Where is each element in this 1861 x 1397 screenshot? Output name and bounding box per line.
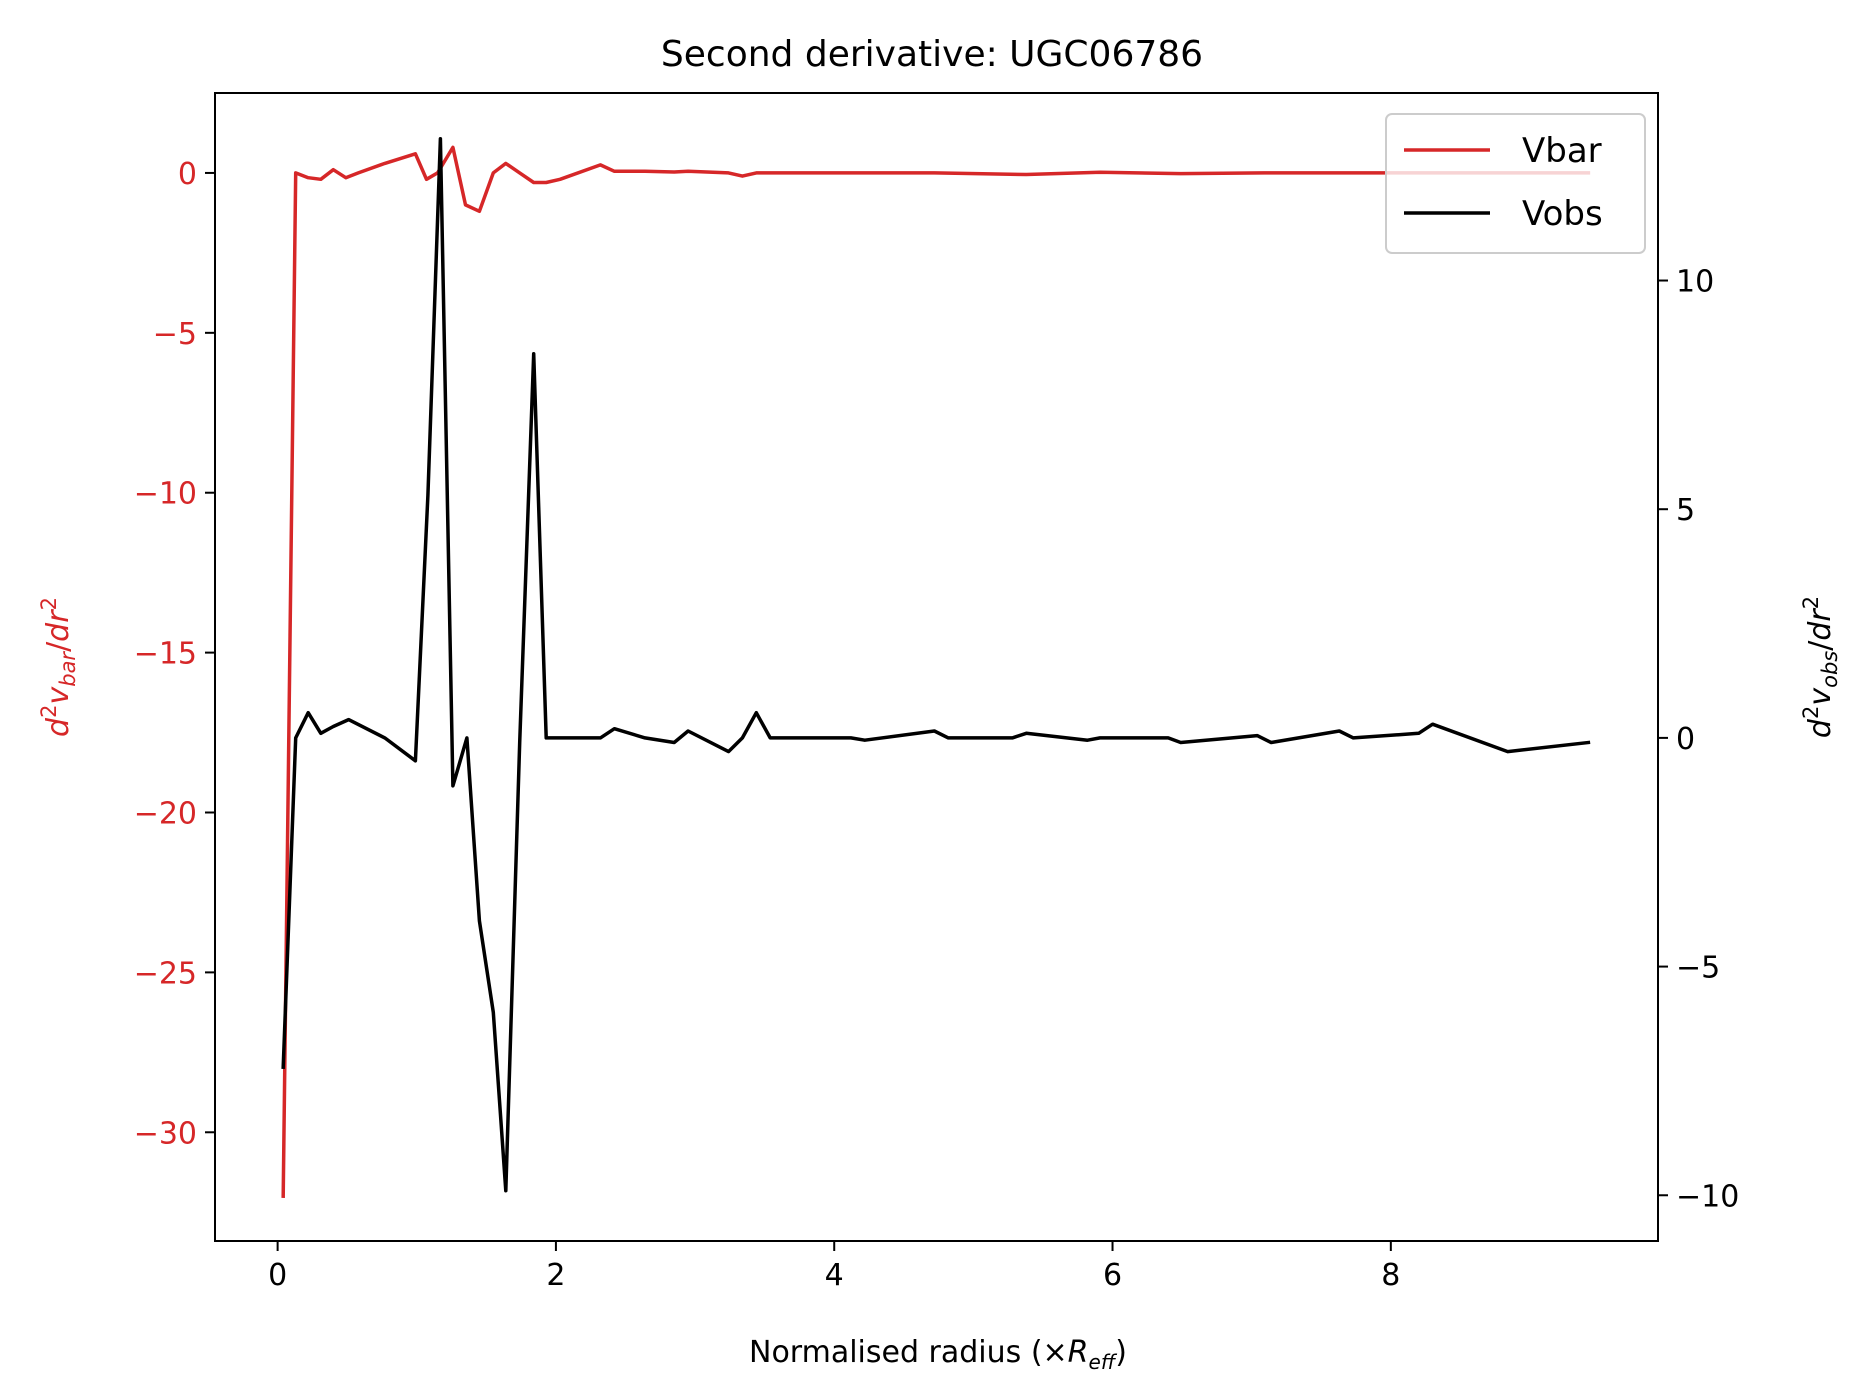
- y-left-tick-label: −15: [134, 637, 197, 672]
- y-right-tick-label: −10: [1676, 1179, 1739, 1214]
- legend-label-vbar: Vbar: [1522, 131, 1602, 171]
- y-right-tick-label: 0: [1676, 722, 1695, 757]
- y-left-tick-label: −5: [153, 317, 197, 352]
- y-left-tick-label: 0: [178, 157, 197, 192]
- y-axis-right-label: d2vobs/dr2: [1799, 596, 1842, 738]
- x-tick-label: 6: [1103, 1258, 1122, 1293]
- chart-title: Second derivative: UGC06786: [661, 34, 1203, 75]
- series-layer: [281, 136, 1591, 1198]
- y-left-tick-label: −20: [134, 796, 197, 831]
- x-tick-label: 2: [546, 1258, 565, 1293]
- series-line-vobs: [281, 136, 1591, 1193]
- axes-layer: 0 2 4 6 8 0 −5 −10 −15 −20 −25 −30 10 5 0 −5 −10: [134, 157, 1740, 1293]
- series-line-vbar: [281, 145, 1591, 1198]
- y-left-tick-label: −30: [134, 1116, 197, 1151]
- legend-label-vobs: Vobs: [1522, 194, 1603, 234]
- legend-box: [1385, 113, 1646, 254]
- x-tick-label: 0: [268, 1258, 287, 1293]
- legend: Vbar Vobs: [1385, 113, 1646, 254]
- plot-frame: [214, 92, 1659, 1242]
- y-left-tick-label: −25: [134, 956, 197, 991]
- x-tick-label: 4: [825, 1258, 844, 1293]
- y-right-tick-label: −5: [1676, 951, 1720, 986]
- y-right-tick-label: 10: [1676, 265, 1714, 300]
- y-axis-left-label: d2vbar/dr2: [37, 597, 80, 737]
- x-tick-label: 8: [1381, 1258, 1400, 1293]
- y-right-tick-label: 5: [1676, 493, 1695, 528]
- y-left-tick-label: −10: [134, 477, 197, 512]
- x-axis-label: Normalised radius (×Reff): [749, 1335, 1127, 1374]
